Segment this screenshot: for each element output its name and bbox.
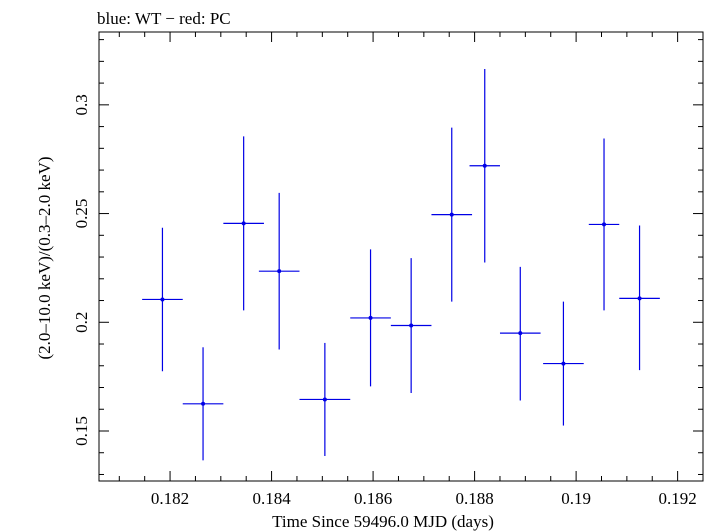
x-tick-label: 0.188 bbox=[455, 489, 493, 508]
x-tick-label: 0.186 bbox=[354, 489, 392, 508]
data-marker bbox=[602, 222, 607, 227]
data-point bbox=[223, 136, 264, 311]
data-point bbox=[543, 301, 584, 426]
axis-ticks bbox=[99, 32, 704, 481]
plot-frame bbox=[98, 31, 704, 482]
data-point bbox=[619, 225, 660, 371]
y-tick-label: 0.25 bbox=[72, 199, 91, 229]
data-marker bbox=[201, 401, 206, 406]
data-point bbox=[142, 227, 183, 372]
data-point bbox=[390, 258, 432, 393]
y-axis-label: (2.0–10.0 keV)/(0.3–2.0 keV) bbox=[35, 156, 54, 359]
tick-labels: 0.182 0.184 0.186 0.188 0.19 0.192 0.15 0.2 0.25… bbox=[72, 94, 697, 508]
data-point bbox=[350, 249, 391, 387]
data-marker bbox=[277, 269, 282, 274]
x-tick-label: 0.192 bbox=[658, 489, 696, 508]
data-marker bbox=[449, 212, 454, 217]
data-marker bbox=[160, 297, 165, 302]
data-marker bbox=[518, 331, 523, 336]
data-points bbox=[142, 68, 660, 461]
data-point bbox=[499, 266, 541, 401]
data-marker bbox=[637, 296, 642, 301]
data-marker bbox=[322, 397, 327, 402]
x-tick-label: 0.182 bbox=[151, 489, 189, 508]
y-tick-label: 0.3 bbox=[72, 94, 91, 115]
data-marker bbox=[561, 361, 566, 366]
data-point bbox=[431, 127, 473, 302]
data-marker bbox=[409, 323, 414, 328]
data-point bbox=[258, 192, 300, 350]
data-point bbox=[469, 68, 500, 263]
data-point bbox=[182, 347, 224, 461]
y-tick-label: 0.15 bbox=[72, 416, 91, 446]
data-marker bbox=[368, 315, 373, 320]
data-marker bbox=[482, 163, 487, 168]
data-point bbox=[588, 138, 620, 311]
data-point bbox=[299, 342, 351, 456]
x-tick-label: 0.19 bbox=[561, 489, 591, 508]
x-axis-label: Time Since 59496.0 MJD (days) bbox=[272, 512, 494, 531]
data-marker bbox=[241, 221, 246, 226]
y-tick-label: 0.2 bbox=[72, 312, 91, 333]
chart-title: blue: WT − red: PC bbox=[97, 9, 231, 28]
x-tick-label: 0.184 bbox=[252, 489, 291, 508]
